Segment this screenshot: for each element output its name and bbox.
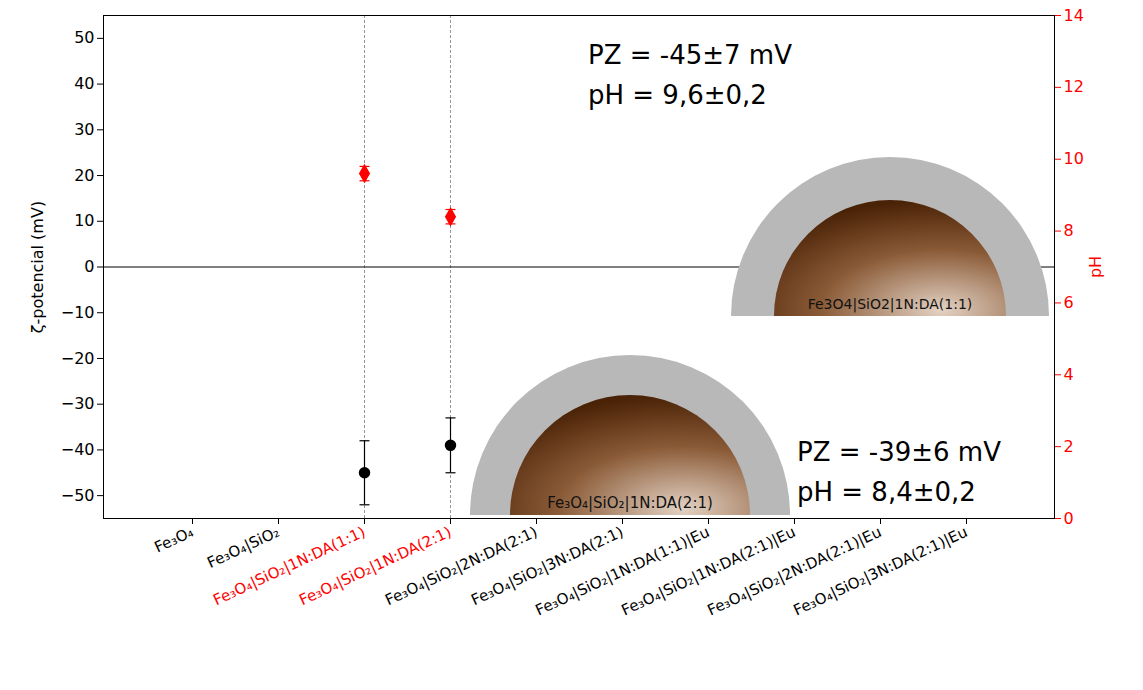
svg-text:Fe₃O₄|SiO₂|1N:DA(2:1): Fe₃O₄|SiO₂|1N:DA(2:1) [547, 494, 713, 512]
svg-text:50: 50 [74, 28, 94, 47]
svg-text:pH = 9,6±0,2: pH = 9,6±0,2 [588, 80, 767, 110]
svg-text:−10: −10 [61, 303, 95, 322]
svg-text:−40: −40 [61, 440, 95, 459]
svg-text:20: 20 [74, 166, 94, 185]
svg-text:Fe₃O₄|SiO₂|1N:DA(2:1)|Eu: Fe₃O₄|SiO₂|1N:DA(2:1)|Eu [618, 522, 799, 620]
svg-text:Fe₃O₄|SiO₂|1N:DA(2:1): Fe₃O₄|SiO₂|1N:DA(2:1) [296, 523, 454, 609]
svg-text:−50: −50 [61, 486, 95, 505]
svg-text:Fe3O4|SiO2|1N:DA(1:1): Fe3O4|SiO2|1N:DA(1:1) [808, 296, 973, 313]
svg-text:0: 0 [84, 257, 94, 276]
svg-text:PZ = -45±7 mV: PZ = -45±7 mV [588, 40, 792, 70]
svg-text:pH = 8,4±0,2: pH = 8,4±0,2 [797, 477, 976, 507]
svg-text:−30: −30 [61, 394, 95, 413]
svg-text:Fe₃O₄|SiO₂|3N:DA(2:1): Fe₃O₄|SiO₂|3N:DA(2:1) [468, 522, 627, 610]
svg-text:0: 0 [1064, 509, 1074, 528]
svg-text:30: 30 [74, 120, 94, 139]
svg-text:PZ = -39±6 mV: PZ = -39±6 mV [797, 437, 1001, 467]
svg-text:Fe₃O₄|SiO₂|2N:DA(2:1): Fe₃O₄|SiO₂|2N:DA(2:1) [382, 523, 540, 609]
svg-text:8: 8 [1064, 221, 1074, 240]
svg-text:12: 12 [1064, 77, 1084, 96]
svg-text:−20: −20 [61, 349, 95, 368]
svg-text:14: 14 [1064, 6, 1084, 25]
svg-text:40: 40 [74, 74, 94, 93]
svg-text:Fe₃O₄|SiO₂|3N:DA(2:1)|Eu: Fe₃O₄|SiO₂|3N:DA(2:1)|Eu [791, 523, 971, 619]
svg-text:4: 4 [1064, 365, 1074, 384]
svg-text:pH: pH [1086, 256, 1105, 278]
svg-text:6: 6 [1064, 293, 1074, 312]
svg-text:Fe₃O₄|SiO₂|1N:DA(1:1): Fe₃O₄|SiO₂|1N:DA(1:1) [210, 523, 368, 609]
svg-text:2: 2 [1064, 437, 1074, 456]
svg-text:10: 10 [1064, 149, 1084, 168]
svg-text:Fe₃O₄|SiO₂|1N:DA(1:1)|Eu: Fe₃O₄|SiO₂|1N:DA(1:1)|Eu [532, 522, 713, 620]
svg-text:Fe₃O₄: Fe₃O₄ [152, 523, 197, 557]
svg-text:ζ-potencial (mV): ζ-potencial (mV) [28, 201, 47, 333]
svg-text:Fe₃O₄|SiO₂|2N:DA(2:1)|Eu: Fe₃O₄|SiO₂|2N:DA(2:1)|Eu [704, 522, 885, 620]
svg-text:10: 10 [74, 211, 94, 230]
